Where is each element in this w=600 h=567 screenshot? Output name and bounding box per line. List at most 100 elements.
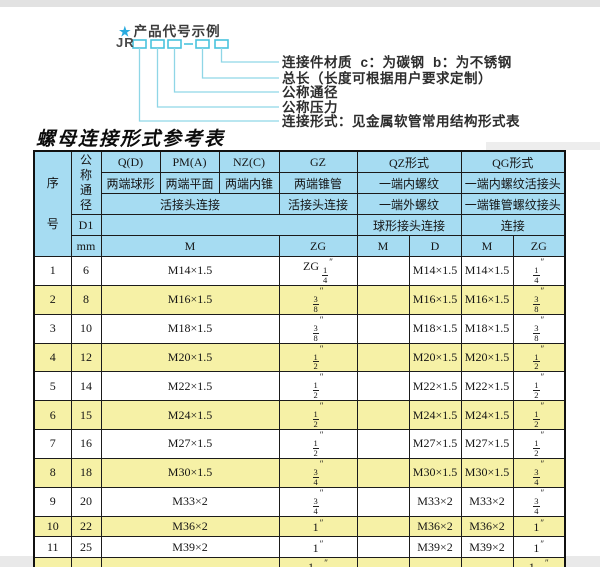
code-boxes-and-connector-lines: [132, 39, 279, 122]
header-qg-m: M: [460, 235, 514, 257]
cell-qz-m: [356, 486, 410, 517]
cell-m-thread: M22×1.5: [100, 371, 280, 402]
cell-dn-mm: 20: [70, 486, 102, 517]
cell-m-thread: M36×2: [100, 515, 280, 538]
cell-qg-zg: 3 4 ″: [512, 457, 566, 488]
cell-qz-m: [356, 429, 410, 459]
cell-dn-mm: 22: [70, 515, 102, 538]
cell-serial: 10: [33, 515, 72, 538]
cell-qg-zg: 1″: [512, 515, 566, 538]
cell-serial: 2: [33, 284, 72, 315]
cell-qg-m: M45×2: [460, 556, 514, 567]
callout-material: 连接件材质 c：为碳钢 b：为不锈钢: [282, 55, 512, 70]
cell-serial: 6: [33, 400, 72, 431]
cell-serial: 7: [33, 429, 72, 459]
header-type-qg: QG形式: [460, 150, 566, 173]
cell-qz-m: [356, 313, 410, 344]
callout-line: [173, 48, 279, 93]
cell-serial: 4: [33, 342, 72, 373]
cell-qz-d: M33×2: [408, 486, 462, 517]
header-desc-pma: 两端平面: [159, 172, 220, 194]
table-row: 4 12 M20×1.5 1 2 ″ M20×1.5 M20×1.5 1 2 ″: [33, 342, 566, 373]
cell-dn-mm: 8: [70, 284, 102, 315]
callout-connection-form: 连接形式：见金属软管常用结构形式表: [282, 114, 520, 129]
cell-qg-m: M24×1.5: [460, 400, 514, 431]
cell-qg-zg: 1 2 ″: [512, 342, 566, 373]
star-icon: ★: [119, 24, 132, 39]
cell-serial: 3: [33, 313, 72, 344]
header-serial-number: 序 号: [33, 150, 72, 257]
table-row: 1232M45×21 14″M45×2M45×21 14″: [33, 556, 566, 567]
header-desc-qg: 一端内螺纹活接头: [460, 172, 566, 194]
cell-dn-mm: 12: [70, 342, 102, 373]
cell-qg-zg: 1 4 ″: [512, 256, 566, 286]
header-empty-cell: [100, 214, 358, 236]
diagram-title: ★ 产品代号示例: [119, 20, 221, 40]
cell-gz-size: 1″: [278, 536, 358, 558]
header-connection: 连接: [460, 214, 566, 236]
header-d1: D1: [70, 214, 102, 236]
cell-qz-d: M27×1.5: [408, 429, 462, 459]
cell-qg-zg: 3 8 ″: [512, 284, 566, 315]
header-qz-m: M: [356, 235, 410, 257]
header-desc-qd: 两端球形: [100, 172, 161, 194]
header-m-thread: M: [100, 235, 280, 257]
cell-gz-size: ZG 1 4 ″: [278, 256, 358, 286]
cell-qg-m: M33×2: [460, 486, 514, 517]
header-qz-d: D: [408, 235, 462, 257]
cell-gz-size: 1 2 ″: [278, 400, 358, 431]
header-type-qz: QZ形式: [356, 150, 462, 173]
table-row: 1 6 M14×1.5 ZG 1 4 ″ M14×1.5 M14×1.5 1 4 ″: [33, 256, 566, 286]
cell-qz-m: [356, 371, 410, 402]
table-row: 8 18 M30×1.5 3 4 ″ M30×1.5 M30×1.5 3 4 ″: [33, 457, 566, 488]
cell-qz-d: M45×2: [408, 556, 462, 567]
table-header: 序 号 公 称 通 径 Q(D) PM(A) NZ(C) GZ QZ形式 QG形…: [33, 150, 566, 257]
cell-gz-size: 1 2 ″: [278, 371, 358, 402]
cell-dn-mm: 32: [70, 556, 102, 567]
cell-qg-m: M18×1.5: [460, 313, 514, 344]
cell-gz-size: 3 8 ″: [278, 284, 358, 315]
code-box: [167, 39, 182, 49]
cell-qg-m: M16×1.5: [460, 284, 514, 315]
header-external-thread: 一端外螺纹: [356, 193, 462, 215]
cell-m-thread: M24×1.5: [100, 400, 280, 431]
header-union-connection-gz: 活接头连接: [278, 193, 358, 215]
cell-qz-d: M20×1.5: [408, 342, 462, 373]
cell-gz-size: 1″: [278, 515, 358, 538]
callout-nominal-pressure: 公称压力: [282, 100, 338, 115]
callout-nominal-diameter: 公称通径: [282, 85, 338, 100]
header-qg-zg: ZG: [512, 235, 566, 257]
cell-m-thread: M30×1.5: [100, 457, 280, 488]
cell-dn-mm: 25: [70, 536, 102, 558]
table-row: 3 10 M18×1.5 3 8 ″ M18×1.5 M18×1.5 3 8 ″: [33, 313, 566, 344]
code-box: [132, 39, 147, 49]
cell-qg-m: M27×1.5: [460, 429, 514, 459]
cell-qg-m: M39×2: [460, 536, 514, 558]
header-type-gz: GZ: [278, 150, 358, 173]
cell-qg-zg: 1 2 ″: [512, 400, 566, 431]
cell-m-thread: M27×1.5: [100, 429, 280, 459]
cell-gz-size: 1 2 ″: [278, 342, 358, 373]
cell-gz-size: 3 4 ″: [278, 486, 358, 517]
header-desc-qz: 一端内螺纹: [356, 172, 462, 194]
cell-qg-m: M30×1.5: [460, 457, 514, 488]
cell-qz-m: [356, 284, 410, 315]
scan-artifact-top: [0, 0, 600, 7]
cell-serial: 5: [33, 371, 72, 402]
header-nominal-diameter: 公 称 通 径: [70, 150, 102, 215]
header-ball-joint-connection: 球形接头连接: [356, 214, 462, 236]
callout-line: [201, 48, 279, 79]
cell-qz-m: [356, 536, 410, 558]
cell-m-thread: M39×2: [100, 536, 280, 558]
header-taper-thread-joint: 一端锥管螺纹接头: [460, 193, 566, 215]
cell-m-thread: M33×2: [100, 486, 280, 517]
code-box: [150, 39, 165, 49]
cell-dn-mm: 18: [70, 457, 102, 488]
cell-qz-d: M14×1.5: [408, 256, 462, 286]
table-row: 9 20 M33×2 3 4 ″ M33×2 M33×2 3 4 ″: [33, 486, 566, 517]
cell-dn-mm: 14: [70, 371, 102, 402]
cell-qg-zg: 3 8 ″: [512, 313, 566, 344]
cell-m-thread: M45×2: [100, 556, 280, 567]
cell-gz-size: 1 2 ″: [278, 429, 358, 459]
